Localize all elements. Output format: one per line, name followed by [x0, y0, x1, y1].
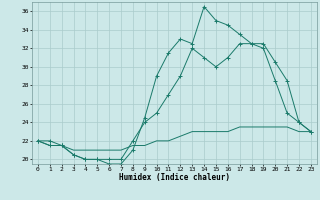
- X-axis label: Humidex (Indice chaleur): Humidex (Indice chaleur): [119, 173, 230, 182]
